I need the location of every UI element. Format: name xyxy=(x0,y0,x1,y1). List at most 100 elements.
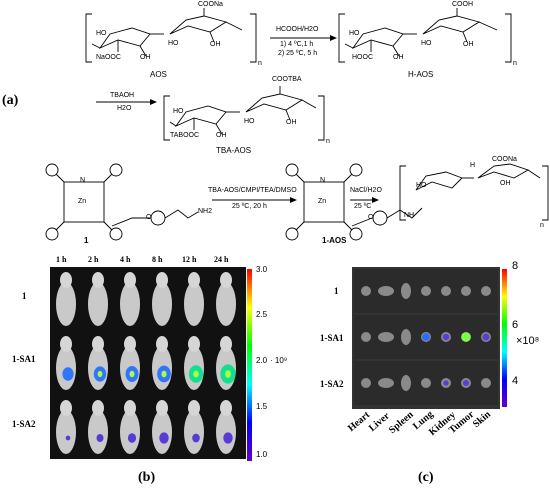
aos-ho1: HO xyxy=(96,30,107,37)
organ-spleen xyxy=(401,375,411,391)
haos-name: H-AOS xyxy=(408,70,434,79)
organ-row-label-sa2: 1-SA2 xyxy=(320,379,344,389)
organ-rows xyxy=(354,269,498,407)
mouse-image-1-2 xyxy=(115,268,145,330)
mouse-image-sa1-5 xyxy=(211,332,241,394)
colorbar-c-unit: ×10⁸ xyxy=(516,335,540,347)
scheme2-structures xyxy=(96,86,325,141)
panel-a: (a) xyxy=(2,1,549,245)
aos-naooc: NaOOC xyxy=(96,54,121,61)
row-label-sa1: 1-SA1 xyxy=(12,354,36,364)
panel-c: 1 1-SA1 1-SA2 8 6 ×10⁸ 4 Heart Liver Spl… xyxy=(290,255,550,494)
mouse-head xyxy=(92,336,104,352)
mouse-image-sa1-0 xyxy=(51,332,81,394)
time-label-1h: 1 h xyxy=(56,255,67,264)
mouse-head xyxy=(124,272,136,288)
mouse-image-1-4 xyxy=(179,268,209,330)
scheme1-structures xyxy=(85,8,512,63)
aos-ho2: HO xyxy=(168,40,179,47)
mouse-head xyxy=(92,400,104,416)
mouse-body xyxy=(88,410,108,454)
organ-lung xyxy=(421,378,431,388)
aos-n: n xyxy=(258,60,262,67)
time-label-12h: 12 h xyxy=(182,255,197,264)
organ-liver xyxy=(378,332,394,342)
scheme3-structures xyxy=(45,163,549,241)
mouse-image-sa2-2 xyxy=(115,396,145,458)
fluorescence-signal xyxy=(192,433,200,443)
tba-oh2: OH xyxy=(286,119,297,126)
organ-lung xyxy=(421,286,431,296)
fluorescence-signal xyxy=(223,432,233,444)
organ-row-sa1 xyxy=(354,315,498,359)
pc2-h: H xyxy=(470,162,476,169)
colorbar-b-tick-1.5: 1.5 xyxy=(256,402,268,411)
pc2-nrep: n xyxy=(540,222,544,229)
mouse-head xyxy=(60,272,72,288)
fluorescence-core xyxy=(193,370,199,378)
organ-row-1 xyxy=(354,269,498,313)
aos-name: AOS xyxy=(150,70,167,79)
row-label-sa2: 1-SA2 xyxy=(12,419,36,429)
organ-liver xyxy=(378,378,394,388)
mouse-body xyxy=(184,282,204,326)
colorbar-b-tick-3.0: 3.0 xyxy=(256,265,268,274)
scheme1-cond1: 1) 4 ºC,1 h xyxy=(280,41,314,48)
mouse-body xyxy=(216,410,236,454)
haos-ho1: HO xyxy=(349,30,360,37)
mouse-body xyxy=(88,282,108,326)
time-label-2h: 2 h xyxy=(88,255,99,264)
pc2-nh: NH xyxy=(404,212,415,219)
mouse-image-sa2-4 xyxy=(179,396,209,458)
scheme3-reagent2: NaCl/H2O xyxy=(350,187,382,194)
mouse-image-1-0 xyxy=(51,268,81,330)
colorbar-b-tick-1.0: 1.0 xyxy=(256,450,268,459)
row-label-1: 1 xyxy=(22,291,27,301)
aos-oh1: OH xyxy=(140,54,151,61)
fluorescence-core xyxy=(129,370,135,378)
time-label-8h: 8 h xyxy=(152,255,163,264)
colorbar-b-tick-2.0: 2.0 xyxy=(256,356,268,365)
haos-hooc: HOOC xyxy=(352,54,373,61)
pc1-n: N xyxy=(80,177,86,184)
colorbar-c-tick-8: 8 xyxy=(512,260,519,272)
colorbar-c xyxy=(502,269,507,407)
organ-tumor xyxy=(461,286,471,296)
mouse-head xyxy=(60,336,72,352)
organ-heart xyxy=(361,286,371,296)
pc2-o: O xyxy=(368,214,374,221)
haos-oh1: OH xyxy=(393,54,404,61)
mouse-head xyxy=(188,272,200,288)
colorbar-c-tick-4: 4 xyxy=(512,375,519,387)
panel-b: 1 h 2 h 4 h 8 h 12 h 24 h 1 1-SA1 1-SA2 … xyxy=(0,255,290,494)
tba-cootba: COOTBA xyxy=(272,76,302,83)
tba-n: n xyxy=(326,138,330,145)
pc2-zn: Zn xyxy=(318,198,327,205)
organ-row-label-sa1: 1-SA1 xyxy=(320,333,344,343)
mouse-body xyxy=(184,410,204,454)
pc2-ho: HO xyxy=(416,182,427,189)
mouse-image-sa2-1 xyxy=(83,396,113,458)
haos-n: n xyxy=(513,60,517,67)
mouse-body xyxy=(56,410,76,454)
tba-oh1: OH xyxy=(216,132,227,139)
pc2-oh: OH xyxy=(500,180,511,187)
fluorescence-core xyxy=(225,370,231,378)
organ-heart xyxy=(361,378,371,388)
organ-signal xyxy=(422,333,430,341)
fluorescence-signal xyxy=(65,435,71,441)
tba-tabooc: TABOOC xyxy=(170,132,200,139)
scheme3-cond: 25 ºC, 20 h xyxy=(232,203,267,210)
mouse-head xyxy=(156,272,168,288)
organ-signal xyxy=(461,332,471,342)
mouse-image-sa1-3 xyxy=(147,332,177,394)
mouse-image-sa1-2 xyxy=(115,332,145,394)
mouse-head xyxy=(92,272,104,288)
tba-ho2: HO xyxy=(244,118,255,125)
scheme1-reagent: HCOOH/H2O xyxy=(276,26,319,33)
pc2-coona: COONa xyxy=(492,156,517,163)
scheme2-reagent-bottom: H2O xyxy=(117,105,132,112)
organ-spleen xyxy=(401,329,411,345)
mouse-image-grid xyxy=(50,267,246,459)
panel-a-label: (a) xyxy=(2,93,19,108)
